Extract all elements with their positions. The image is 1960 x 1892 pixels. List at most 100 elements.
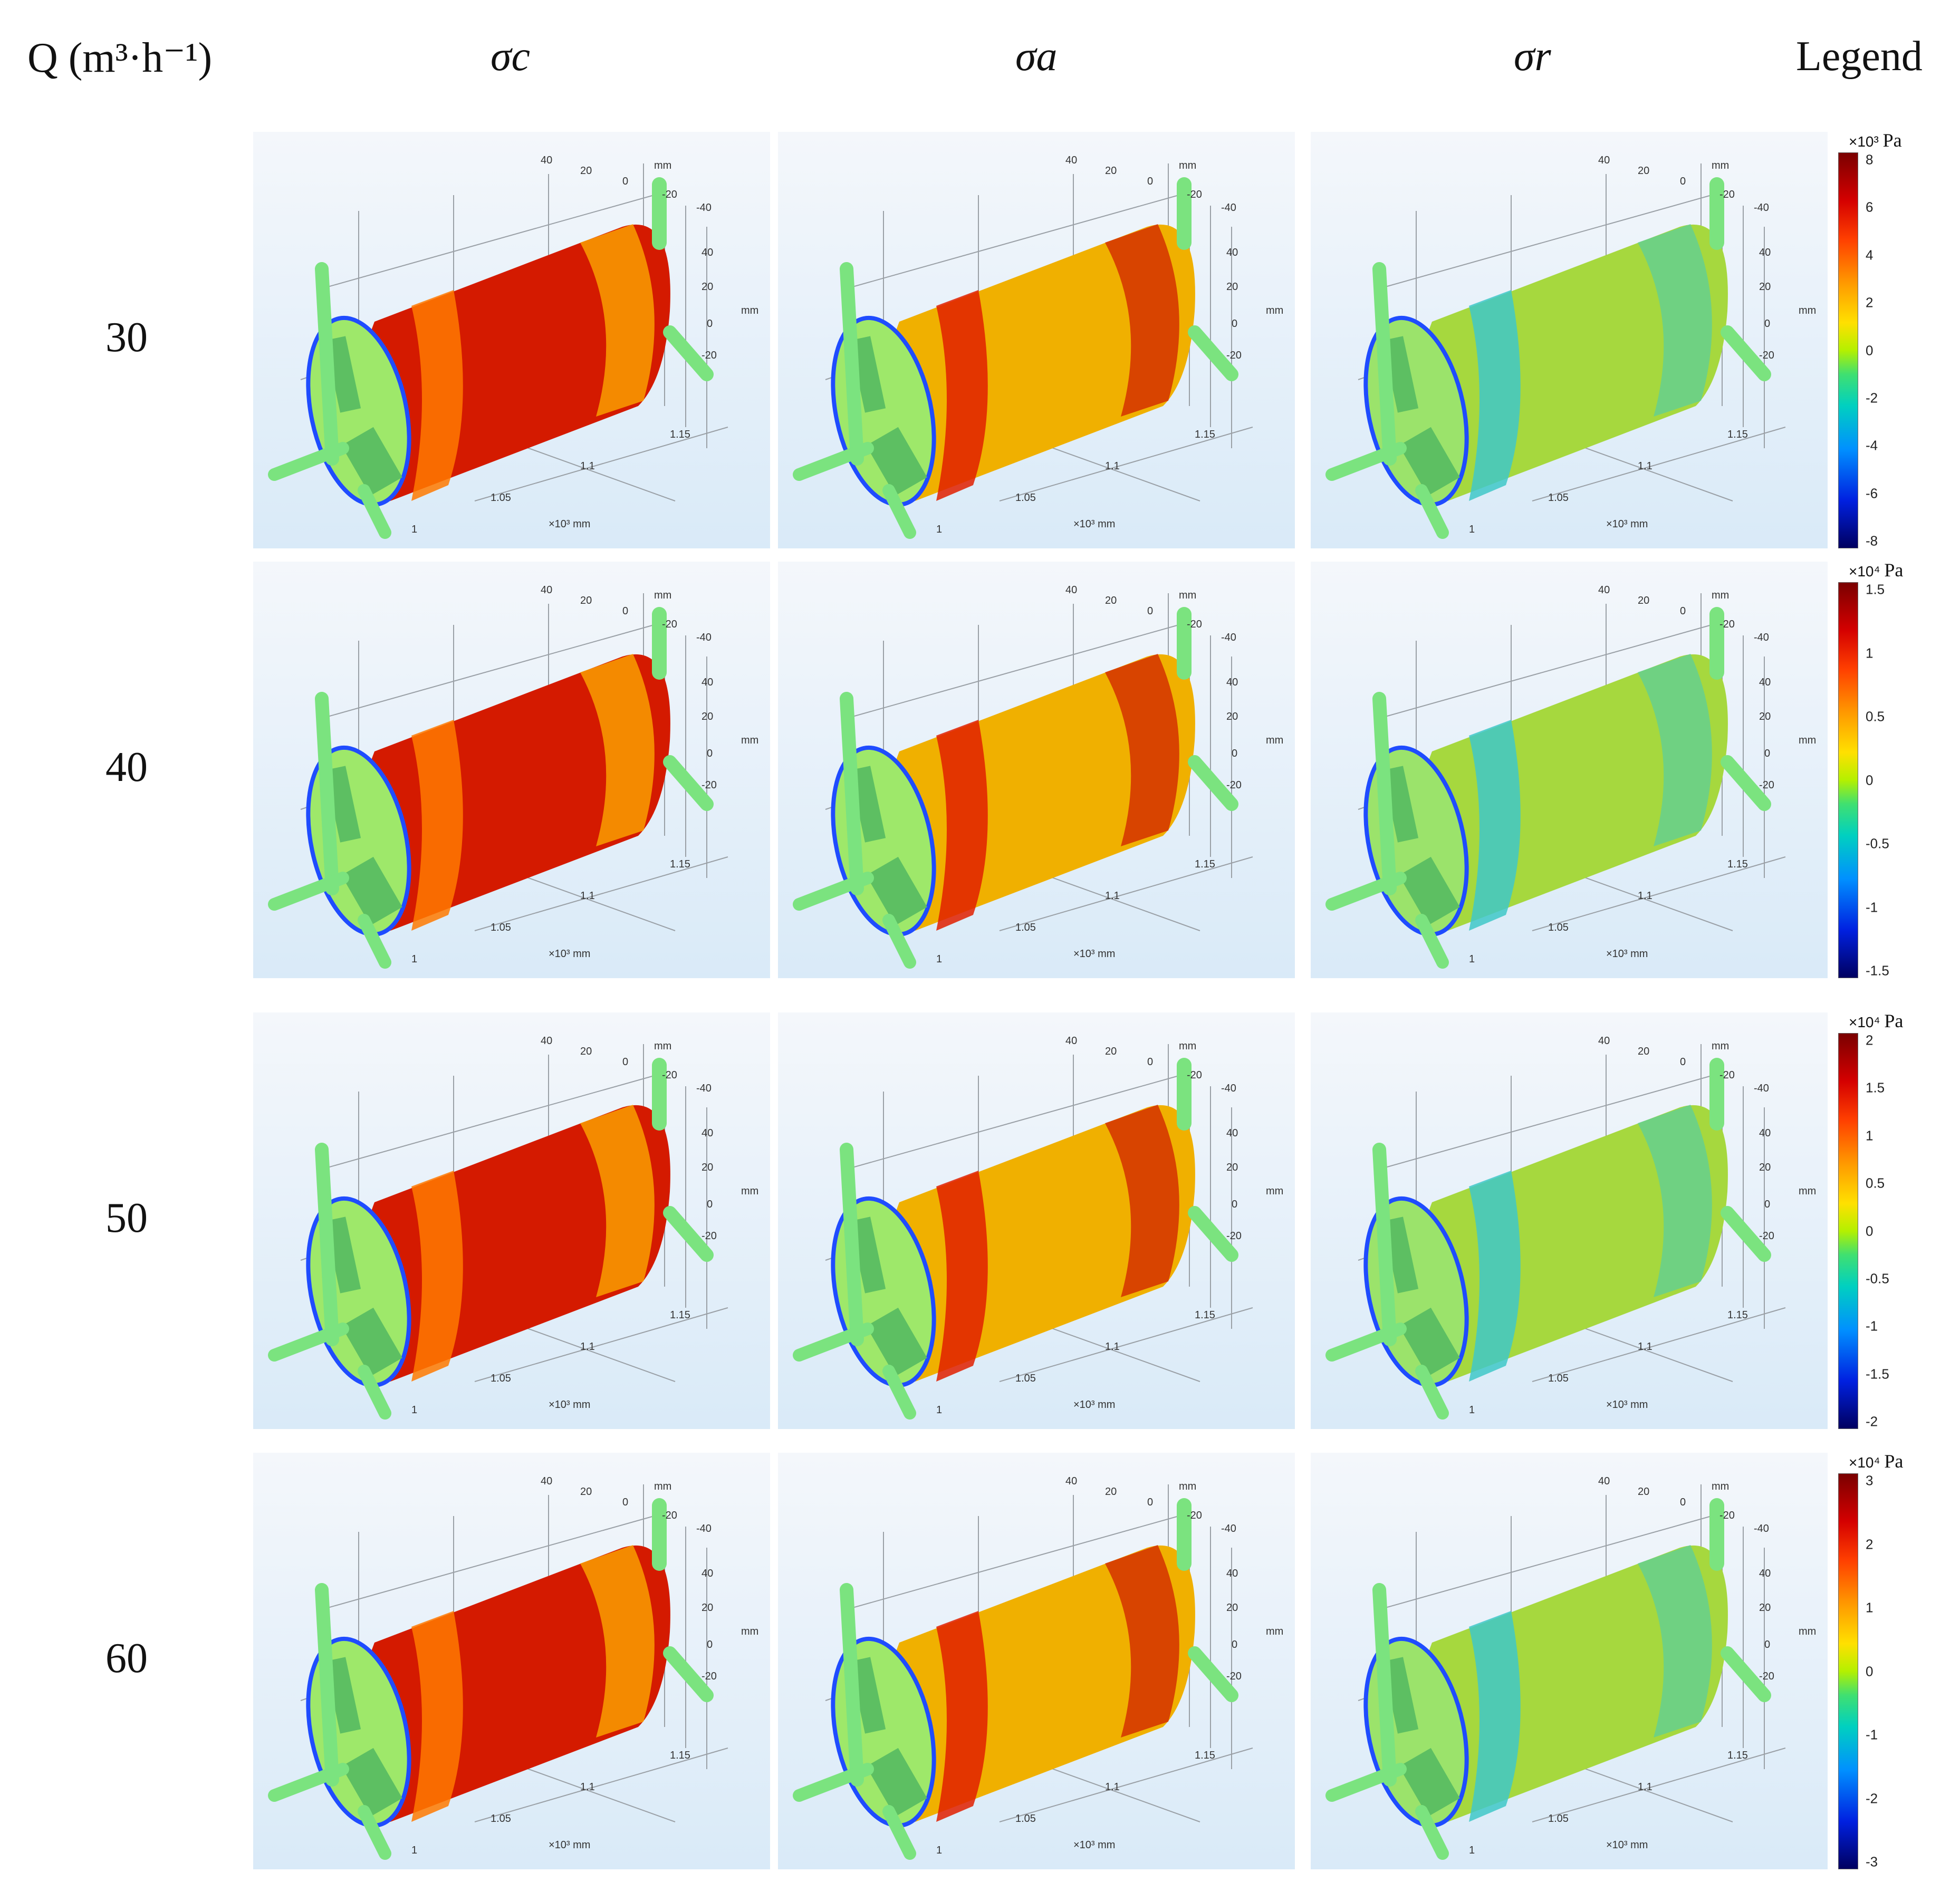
y-tick-label: 0: [622, 1497, 628, 1508]
z-tick-label: -20: [1226, 1230, 1242, 1242]
z-tick-label: -20: [1759, 1230, 1774, 1242]
header-legend: Legend: [1796, 33, 1923, 80]
z-axis-unit: mm: [1266, 1185, 1283, 1197]
z-tick-label: 20: [702, 281, 713, 293]
z-tick-label: 40: [1226, 1127, 1238, 1139]
z-tick-label: 40: [1759, 677, 1771, 688]
colorbar-tick-label: -6: [1866, 485, 1878, 501]
x-tick-label: 1: [936, 524, 942, 535]
y-tick-label: -40: [1221, 1083, 1236, 1094]
y-tick-label: -40: [1221, 1523, 1236, 1534]
z-axis-unit: mm: [1266, 1626, 1283, 1637]
y-tick-label: -40: [696, 1523, 712, 1534]
y-tick-label: -40: [1754, 1083, 1769, 1094]
y-tick-label: 40: [1065, 1475, 1077, 1487]
header-flow-rate: Q (m³·h⁻¹): [27, 35, 213, 81]
colorbar-tick-label: 8: [1866, 151, 1873, 168]
x-tick-label: 1: [411, 1404, 417, 1416]
y-tick-label: 0: [1147, 1497, 1153, 1508]
z-tick-label: -20: [1226, 350, 1242, 361]
colorbar-tick-label: -1.5: [1866, 962, 1889, 979]
y-tick-label: 20: [1105, 595, 1117, 606]
colorbar-tick-label: -1: [1866, 899, 1878, 915]
z-tick-label: 0: [707, 318, 713, 330]
z-tick-label: 0: [1764, 748, 1770, 759]
y-tick-label: 40: [541, 155, 552, 166]
row-label-q-60: 60: [105, 1635, 148, 1682]
y-axis-unit: mm: [654, 1481, 671, 1492]
colorbar-tick-label: -2: [1866, 1790, 1878, 1806]
x-tick-label: 1: [1469, 1404, 1475, 1416]
x-axis-unit: ×10³ mm: [1073, 948, 1115, 960]
x-tick-label: 1.1: [1638, 1781, 1652, 1793]
colorbar-tick-label: 0.5: [1866, 708, 1885, 725]
z-axis-unit: mm: [741, 1185, 758, 1197]
x-tick-label: 1.1: [1105, 890, 1120, 902]
z-tick-label: 0: [1764, 318, 1770, 330]
colorbar-tick-label: 2: [1866, 1536, 1873, 1552]
stress-panel-sigma-a-q60: 40 20 0 -20 -40 mm 40 20 0 -20 mm 1 1.05 1.1 1.15 ×10³ …: [778, 1453, 1295, 1869]
z-tick-label: 20: [1226, 1602, 1238, 1614]
z-tick-label: -20: [702, 350, 717, 361]
x-tick-label: 1: [411, 1845, 417, 1856]
y-tick-label: 0: [1680, 1497, 1686, 1508]
z-tick-label: 0: [707, 748, 713, 759]
z-tick-label: -20: [1226, 1671, 1242, 1682]
y-tick-label: 40: [1065, 1035, 1077, 1047]
x-axis-unit: ×10³ mm: [549, 1839, 590, 1851]
y-axis-unit: mm: [1712, 1481, 1729, 1492]
z-tick-label: 0: [1232, 1639, 1237, 1650]
y-tick-label: 20: [1105, 1046, 1117, 1057]
x-tick-label: 1.05: [1015, 1813, 1036, 1825]
x-axis-unit: ×10³ mm: [1606, 948, 1648, 960]
x-tick-label: 1: [936, 1404, 942, 1416]
y-tick-label: -20: [1187, 619, 1202, 630]
stress-panel-sigma-a-q30: 40 20 0 -20 -40 mm 40 20 0 -20 mm 1 1.05 1.1 1.15 ×10³ …: [778, 132, 1295, 548]
y-axis-unit: mm: [654, 160, 671, 171]
colorbar-tick-label: -0.5: [1866, 1270, 1889, 1287]
z-tick-label: 0: [1232, 318, 1237, 330]
colorbar-scale: ×10⁴: [1849, 1014, 1885, 1030]
x-tick-label: 1.05: [1548, 922, 1569, 933]
z-tick-label: -20: [702, 779, 717, 791]
x-tick-label: 1.05: [1015, 1373, 1036, 1384]
y-tick-label: 20: [580, 1046, 592, 1057]
y-tick-label: 20: [1105, 165, 1117, 177]
colorbar-unit-pa: Pa: [1882, 130, 1902, 151]
x-axis-unit: ×10³ mm: [549, 1399, 590, 1411]
y-tick-label: -20: [662, 1510, 677, 1521]
x-tick-label: 1.15: [1727, 1309, 1748, 1321]
colorbar-tick-label: -4: [1866, 437, 1878, 453]
z-axis-unit: mm: [741, 305, 758, 316]
y-tick-label: -20: [1187, 1510, 1202, 1521]
x-axis-unit: ×10³ mm: [1606, 1839, 1648, 1851]
z-tick-label: 40: [702, 247, 713, 258]
y-tick-label: -20: [1719, 1510, 1735, 1521]
stress-panel-sigma-r-q40: 40 20 0 -20 -40 mm 40 20 0 -20 mm 1 1.05 1.1 1.15 ×10³ …: [1311, 562, 1828, 978]
colorbar-gradient: [1838, 1033, 1858, 1429]
colorbar-scale: ×10⁴: [1849, 1454, 1885, 1471]
y-tick-label: 40: [1598, 584, 1610, 596]
stress-panel-sigma-c-q50: 40 20 0 -20 -40 mm 40 20 0 -20 mm 1 1.05 1.1 1.15 ×10³ …: [253, 1012, 770, 1429]
colorbar-unit: ×10⁴ Pa: [1849, 1010, 1903, 1032]
x-axis-unit: ×10³ mm: [1073, 1399, 1115, 1411]
colorbar-unit-pa: Pa: [1884, 559, 1904, 581]
z-tick-label: 20: [1759, 1162, 1771, 1173]
colorbar-tick-label: 1: [1866, 1127, 1873, 1144]
z-axis-unit: mm: [1266, 735, 1283, 746]
header-sigma-r: σr: [1514, 33, 1551, 80]
z-tick-label: 40: [1759, 1568, 1771, 1579]
x-axis-unit: ×10³ mm: [1073, 518, 1115, 530]
row-label-q-40: 40: [105, 744, 148, 790]
x-tick-label: 1.15: [1727, 858, 1748, 870]
z-axis-unit: mm: [1799, 305, 1816, 316]
y-tick-label: 0: [1147, 605, 1153, 617]
x-tick-label: 1.15: [1727, 429, 1748, 440]
y-tick-label: 0: [1680, 1056, 1686, 1068]
colorbar-gradient: [1838, 582, 1858, 978]
colorbar-scale: ×10⁴: [1849, 563, 1885, 580]
y-axis-unit: mm: [1179, 590, 1196, 601]
z-tick-label: -20: [1759, 779, 1774, 791]
x-tick-label: 1: [411, 524, 417, 535]
stress-panel-sigma-r-q50: 40 20 0 -20 -40 mm 40 20 0 -20 mm 1 1.05 1.1 1.15 ×10³ …: [1311, 1012, 1828, 1429]
